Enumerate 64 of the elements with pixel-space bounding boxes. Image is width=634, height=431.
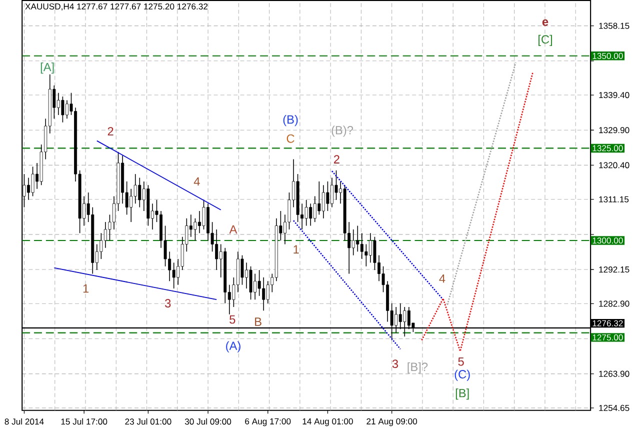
chart-title: XAUUSD,H4 1277.67 1277.67 1275.20 1276.32 — [25, 4, 208, 11]
x-tick-label: 21 Aug 09:00 — [366, 418, 418, 426]
candlestick — [326, 181, 330, 212]
annotation: [C] — [538, 35, 552, 46]
x-tick-label: 15 Jul 17:00 — [61, 418, 108, 425]
annotation: 2 — [108, 127, 114, 136]
annotation: B — [255, 318, 262, 326]
annotation: (C) — [454, 370, 470, 382]
candlestick — [334, 170, 338, 201]
y-tick-label: 1311.15 — [599, 196, 629, 203]
annotation: 1 — [294, 246, 299, 254]
annotation: e — [542, 20, 548, 26]
candlestick — [266, 280, 270, 304]
x-tick-label: 14 Aug 01:00 — [302, 418, 353, 426]
candlestick — [318, 181, 321, 216]
x-tick-label: 23 Jul 01:00 — [125, 418, 172, 425]
candlestick — [138, 178, 142, 208]
y-tick-label: 1358.15 — [599, 23, 630, 30]
candlestick — [373, 236, 376, 271]
annotation: [A] — [40, 62, 54, 74]
candlestick — [352, 229, 355, 256]
y-tick-label: 1292.15 — [599, 266, 630, 273]
candlestick — [31, 166, 34, 197]
candlestick — [364, 244, 368, 267]
x-tick-label: 6 Aug 17:00 — [245, 418, 291, 426]
y-tick-label: 1254.65 — [599, 405, 630, 412]
annotation: 4 — [439, 274, 446, 283]
y-tick-label: 1329.90 — [599, 127, 630, 134]
annotation: 1 — [83, 284, 89, 293]
annotation: 4 — [194, 178, 200, 186]
x-tick-label: 8 Jul 2014 — [4, 418, 44, 425]
annotation: 5 — [230, 316, 236, 324]
annotation: (B) — [283, 115, 298, 126]
candlestick — [172, 262, 176, 290]
annotation: 3 — [392, 360, 398, 368]
annotation: 3 — [165, 299, 171, 308]
annotation: [B]? — [408, 362, 428, 374]
annotation: A — [229, 226, 238, 234]
candlestick — [100, 232, 103, 260]
candlestick — [61, 96, 64, 123]
annotation: (A) — [226, 342, 240, 353]
annotation: 2 — [334, 155, 340, 164]
y-tick-label: 1339.40 — [599, 92, 630, 98]
x-tick-label: 30 Jul 09:00 — [184, 418, 232, 425]
candlestick — [304, 200, 308, 226]
y-tick-label: 1320.40 — [599, 162, 630, 168]
ref-line-label: 1350.00 — [592, 53, 623, 60]
annotation: C — [286, 134, 294, 144]
candlestick — [249, 266, 252, 300]
annotation: [B] — [456, 388, 469, 400]
annotation: 5 — [458, 358, 464, 366]
candlestick — [258, 270, 261, 297]
annotation: (B)? — [332, 126, 354, 138]
ref-line-label: 1275.00 — [592, 334, 623, 341]
y-tick-label: 1282.90 — [599, 300, 630, 307]
candlestick — [240, 255, 244, 286]
candlestick — [202, 200, 206, 230]
ref-line-label: 1276.32 — [592, 320, 623, 327]
ref-line-label: 1300.00 — [592, 238, 623, 244]
candlestick — [194, 218, 197, 242]
candlestick — [134, 174, 137, 204]
ref-line-label: 1325.00 — [592, 145, 623, 152]
y-tick-label: 1263.90 — [599, 371, 630, 378]
line-series — [421, 72, 534, 352]
